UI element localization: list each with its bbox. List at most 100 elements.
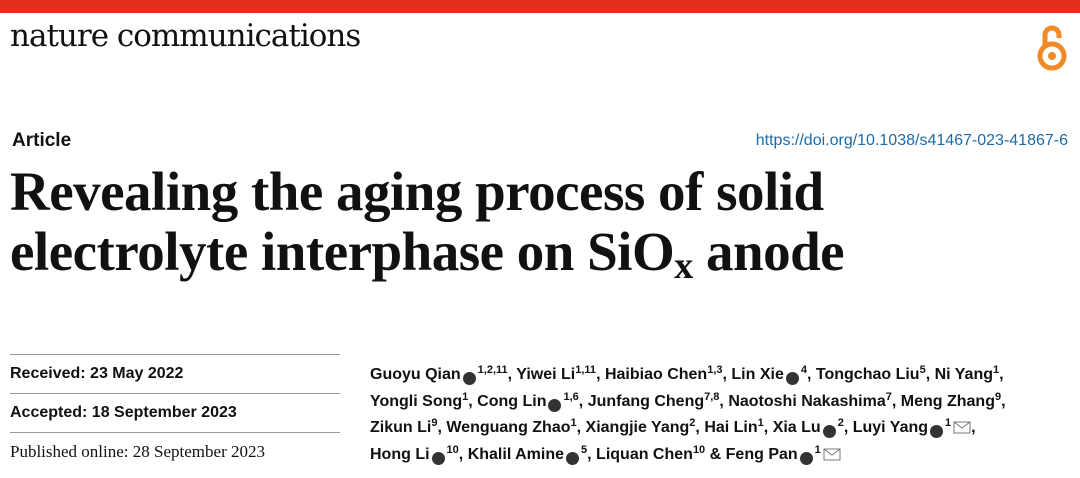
separator: , <box>437 419 442 436</box>
author: Luyi Yang​1, <box>852 417 976 438</box>
orcid-icon[interactable]: ​ <box>822 425 836 438</box>
separator: , <box>806 366 812 383</box>
orcid-icon[interactable]: ​ <box>785 372 799 385</box>
affiliation: 1 <box>814 443 821 456</box>
author-name[interactable]: Lin Xie <box>731 366 784 383</box>
orcid-icon[interactable]: ​ <box>799 451 813 465</box>
orcid-icon[interactable]: ​ <box>566 451 580 465</box>
email-icon[interactable] <box>823 448 841 461</box>
affiliation: 1,11 <box>575 364 597 376</box>
separator: , <box>925 366 931 383</box>
affiliation: 1 <box>570 417 577 429</box>
author: Lin Xie​4, <box>731 364 812 385</box>
author: Hai Lin1, <box>704 417 768 437</box>
author-name[interactable]: Zikun Li <box>370 419 432 436</box>
separator: , <box>891 392 897 410</box>
author-name[interactable]: Ni Yang <box>934 366 993 383</box>
author-name[interactable]: Hai Lin <box>704 419 758 436</box>
affiliation: 5 <box>581 443 588 456</box>
author-name[interactable]: Liquan Chen <box>596 445 693 463</box>
affiliation: 7,8 <box>704 390 720 403</box>
separator: , <box>719 392 724 410</box>
journal-name: nature communications <box>10 18 361 54</box>
dates: Received: 23 May 2022 Accepted: 18 Septe… <box>10 354 340 471</box>
separator: , <box>587 445 592 463</box>
author-name[interactable]: Guoyu Qian <box>370 366 461 383</box>
author-name[interactable]: Meng Zhang <box>900 392 995 410</box>
separator: , <box>576 419 582 436</box>
separator: , <box>999 366 1004 383</box>
author-name[interactable]: Khalil Amine <box>467 445 565 463</box>
affiliation: 4 <box>800 364 807 376</box>
author: Xiangjie Yang2, <box>585 417 700 437</box>
separator: , <box>468 392 473 410</box>
author-name[interactable]: Hong Li <box>370 445 430 463</box>
author-name[interactable]: Xiangjie Yang <box>585 419 690 436</box>
author: Yongli Song1, <box>370 391 473 410</box>
article-type: Article <box>12 130 72 151</box>
affiliation: 2 <box>689 417 696 429</box>
separator: , <box>578 392 584 410</box>
separator: , <box>1001 392 1006 410</box>
affiliation: 1 <box>993 364 1000 376</box>
author-name[interactable]: Junfang Cheng <box>587 392 705 410</box>
conjunction: & <box>709 445 722 463</box>
date-received: Received: 23 May 2022 <box>10 354 340 393</box>
top-bar <box>0 0 1080 13</box>
author-name[interactable]: Yiwei Li <box>516 366 576 383</box>
author: Meng Zhang9, <box>900 390 1006 410</box>
author: Feng Pan​1 <box>725 443 841 465</box>
separator: , <box>458 445 464 463</box>
orcid-icon[interactable]: ​ <box>431 451 445 465</box>
orcid-icon[interactable]: ​ <box>462 372 476 385</box>
author: Xia Lu​2, <box>772 417 849 438</box>
author-name[interactable]: Luyi Yang <box>852 419 929 436</box>
affiliation: 10 <box>692 443 706 456</box>
author: Haibiao Chen1,3, <box>604 364 727 384</box>
date-accepted: Accepted: 18 September 2023 <box>10 393 340 432</box>
author: Liquan Chen10 <box>596 443 706 463</box>
author: Zikun Li9, <box>370 417 442 437</box>
affiliation: 1,2,11 <box>477 364 508 376</box>
affiliation: 7 <box>885 390 892 403</box>
affiliation: 1 <box>945 417 952 429</box>
separator: , <box>695 419 700 436</box>
affiliation: 10 <box>446 443 459 456</box>
author-name[interactable]: Cong Lin <box>477 392 547 410</box>
author-name[interactable]: Naotoshi Nakashima <box>728 392 886 410</box>
affiliation: 1,6 <box>563 390 579 403</box>
date-published: Published online: 28 September 2023 <box>10 432 340 471</box>
author-name[interactable]: Wenguang Zhao <box>446 419 571 436</box>
affiliation: 9 <box>994 390 1002 403</box>
author: Tongchao Liu5, <box>815 365 931 384</box>
author: Guoyu Qian​1,2,11, <box>370 364 513 385</box>
author-name[interactable]: Haibiao Chen <box>604 366 708 383</box>
affiliation: 2 <box>837 417 844 429</box>
separator: , <box>596 366 601 383</box>
author: Yiwei Li1,11, <box>516 364 601 384</box>
separator: , <box>843 419 849 436</box>
orcid-icon[interactable]: ​ <box>548 398 562 412</box>
author-name[interactable]: Tongchao Liu <box>815 366 920 383</box>
email-icon[interactable] <box>953 421 971 434</box>
author: Cong Lin​1,6, <box>477 390 584 412</box>
author: Naotoshi Nakashima7, <box>728 390 897 410</box>
author: Hong Li​10, <box>370 443 464 465</box>
author-name[interactable]: Feng Pan <box>725 445 798 463</box>
separator: , <box>507 366 513 383</box>
orcid-icon[interactable]: ​ <box>930 425 944 438</box>
title-text: Revealing the aging process of solid ele… <box>10 161 824 282</box>
affiliation: 1 <box>757 417 764 429</box>
author-name[interactable]: Xia Lu <box>772 419 821 436</box>
doi-link[interactable]: https://doi.org/10.1038/s41467-023-41867… <box>755 132 1068 149</box>
author: Junfang Cheng7,8, <box>587 390 724 410</box>
open-access-icon <box>1037 25 1067 71</box>
title-subscript: x <box>674 245 693 287</box>
title-suffix: anode <box>706 221 845 282</box>
affiliation: 9 <box>431 417 438 429</box>
author-name[interactable]: Yongli Song <box>370 392 463 410</box>
article-title: Revealing the aging process of solid ele… <box>10 162 1050 296</box>
affiliation: 1,3 <box>707 364 723 376</box>
separator: , <box>971 419 976 436</box>
